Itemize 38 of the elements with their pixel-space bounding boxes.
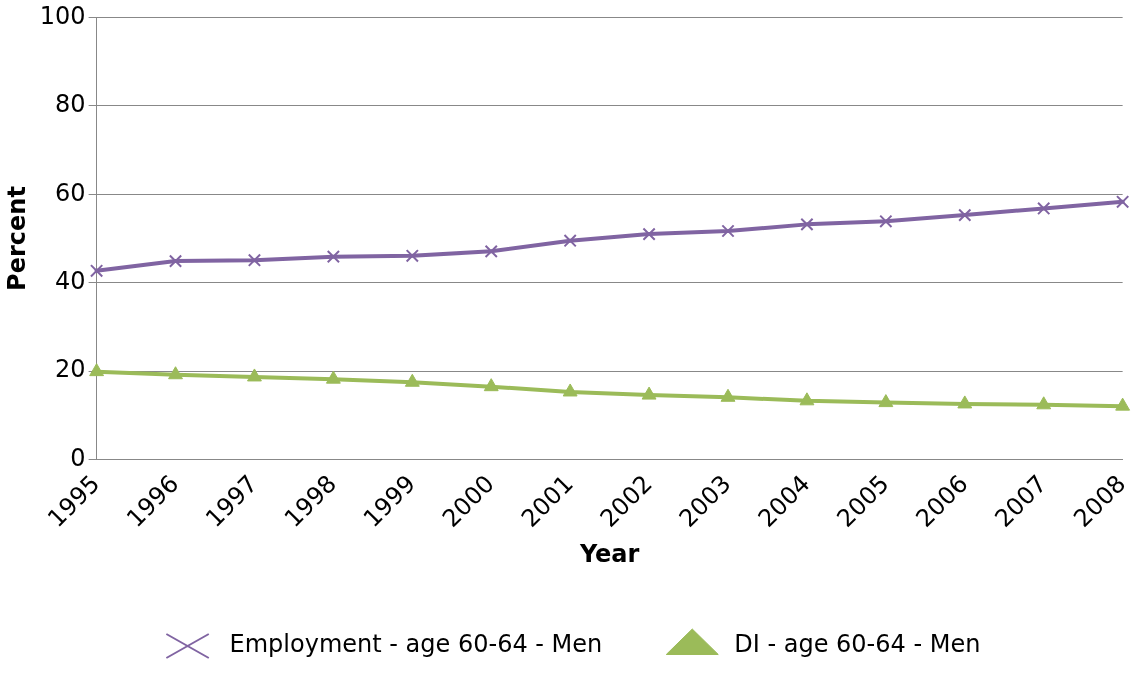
legend-label: Employment - age 60-64 - Men bbox=[229, 630, 603, 659]
point bbox=[405, 249, 419, 263]
point bbox=[325, 370, 341, 384]
point bbox=[641, 386, 657, 400]
point bbox=[563, 234, 577, 248]
point bbox=[1115, 195, 1130, 209]
point bbox=[721, 224, 735, 238]
point bbox=[799, 392, 815, 406]
point bbox=[1037, 201, 1051, 216]
point bbox=[642, 227, 656, 241]
point bbox=[326, 250, 341, 264]
point bbox=[89, 363, 105, 377]
point bbox=[483, 378, 499, 392]
x-axis-title: Year bbox=[578, 539, 640, 568]
point bbox=[879, 214, 893, 228]
y-tick-label: 0 bbox=[70, 443, 86, 472]
point bbox=[484, 244, 498, 259]
point bbox=[562, 383, 578, 397]
point bbox=[957, 395, 973, 409]
point bbox=[720, 388, 736, 402]
point bbox=[89, 264, 104, 278]
point bbox=[1036, 396, 1052, 410]
y-axis-title: Percent bbox=[2, 186, 31, 291]
y-tick-label: 80 bbox=[55, 90, 86, 119]
point bbox=[247, 368, 262, 382]
point bbox=[247, 253, 262, 267]
point bbox=[404, 373, 420, 387]
y-tick-label: 40 bbox=[55, 266, 86, 295]
legend-label: DI - age 60-64 - Men bbox=[734, 630, 981, 659]
point bbox=[878, 394, 894, 408]
point bbox=[800, 217, 814, 232]
y-tick-label: 100 bbox=[39, 1, 86, 30]
point bbox=[958, 208, 972, 222]
y-tick-label: 20 bbox=[55, 355, 86, 384]
point bbox=[1115, 397, 1131, 411]
point bbox=[168, 366, 183, 380]
point bbox=[168, 254, 183, 268]
y-tick-label: 60 bbox=[55, 178, 86, 207]
